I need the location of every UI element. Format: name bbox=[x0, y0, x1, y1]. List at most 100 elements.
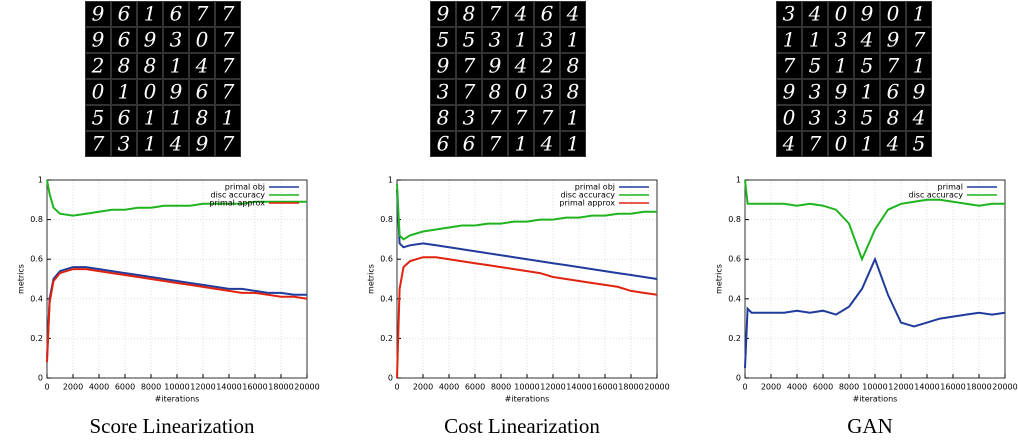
x-tick-label: 16000 bbox=[940, 383, 965, 392]
sample-digit: 9 bbox=[489, 54, 502, 78]
sample-digit: 6 bbox=[196, 80, 209, 104]
y-tick-label: 0.2 bbox=[380, 334, 393, 343]
sample-digit: 7 bbox=[913, 28, 926, 52]
sample-digit: 7 bbox=[515, 106, 528, 130]
sample-digit: 4 bbox=[514, 54, 528, 78]
sample-digit: 7 bbox=[887, 54, 900, 78]
sample-digit: 5 bbox=[861, 54, 874, 78]
sample-digit: 9 bbox=[437, 54, 450, 78]
y-axis-label: metrics bbox=[17, 264, 26, 294]
sample-digit: 1 bbox=[222, 106, 235, 130]
x-tick-label: 20000 bbox=[992, 383, 1017, 392]
legend-label: primal approx bbox=[559, 199, 615, 208]
sample-digit: 1 bbox=[861, 132, 874, 156]
x-tick-label: 2000 bbox=[413, 383, 433, 392]
sample-digit: 7 bbox=[489, 2, 502, 26]
sample-digit: 1 bbox=[144, 2, 157, 26]
sample-digit: 2 bbox=[540, 54, 554, 78]
sample-digit: 6 bbox=[118, 106, 131, 130]
sample-digit: 8 bbox=[463, 2, 476, 26]
x-tick-label: 6000 bbox=[813, 383, 833, 392]
sample-digit: 6 bbox=[463, 132, 476, 156]
sample-digit: 3 bbox=[783, 2, 796, 26]
sample-digit: 4 bbox=[912, 106, 926, 130]
sample-digit: 9 bbox=[92, 2, 105, 26]
x-axis-label: #iterations bbox=[853, 395, 898, 404]
sample-digit: 9 bbox=[887, 28, 900, 52]
x-axis-label: #iterations bbox=[505, 395, 550, 404]
sample-digit: 7 bbox=[809, 132, 822, 156]
sample-digit: 3 bbox=[541, 28, 554, 52]
sample-digit: 4 bbox=[566, 2, 580, 26]
x-tick-label: 4000 bbox=[89, 383, 109, 392]
x-tick-label: 14000 bbox=[216, 383, 241, 392]
sample-digit: 6 bbox=[437, 132, 450, 156]
sample-digit: 5 bbox=[809, 54, 822, 78]
sample-digit: 1 bbox=[567, 106, 580, 130]
sample-digit: 8 bbox=[118, 54, 131, 78]
sample-digit: 9 bbox=[913, 80, 926, 104]
x-tick-label: 12000 bbox=[540, 383, 565, 392]
sample-digit: 8 bbox=[196, 106, 209, 130]
y-tick-label: 0.6 bbox=[728, 255, 741, 264]
sample-digit: 0 bbox=[144, 80, 157, 104]
sample-digit: 2 bbox=[91, 54, 105, 78]
x-tick-label: 0 bbox=[394, 383, 399, 392]
sample-digit: 8 bbox=[887, 106, 900, 130]
sample-digit: 3 bbox=[437, 80, 450, 104]
legend-label: primal approx bbox=[209, 199, 265, 208]
sample-digit: 7 bbox=[463, 80, 476, 104]
x-tick-label: 16000 bbox=[592, 383, 617, 392]
sample-digit: 0 bbox=[515, 80, 528, 104]
sample-digit: 0 bbox=[196, 28, 209, 52]
sample-digit: 7 bbox=[222, 28, 235, 52]
y-tick-label: 0.4 bbox=[380, 294, 393, 303]
sample-digit: 1 bbox=[567, 28, 580, 52]
sample-digit: 1 bbox=[809, 28, 822, 52]
sample-digit: 0 bbox=[783, 106, 796, 130]
sample-digit: 3 bbox=[809, 106, 822, 130]
y-tick-label: 0.8 bbox=[380, 215, 393, 224]
sample-digit: 4 bbox=[860, 28, 874, 52]
y-tick-label: 1 bbox=[38, 176, 43, 185]
x-tick-label: 20000 bbox=[644, 383, 669, 392]
sample-digit: 1 bbox=[913, 54, 926, 78]
caption: GAN bbox=[847, 414, 893, 438]
x-tick-label: 18000 bbox=[966, 383, 991, 392]
sample-digit: 6 bbox=[887, 80, 900, 104]
y-axis-label: metrics bbox=[367, 264, 376, 294]
sample-digit: 1 bbox=[567, 132, 580, 156]
sample-digit: 4 bbox=[808, 2, 822, 26]
sample-digit: 1 bbox=[515, 28, 528, 52]
sample-digit: 6 bbox=[118, 28, 131, 52]
x-tick-label: 14000 bbox=[566, 383, 591, 392]
y-tick-label: 0.6 bbox=[380, 255, 393, 264]
sample-digit: 7 bbox=[489, 132, 502, 156]
y-tick-label: 0.8 bbox=[728, 215, 741, 224]
x-tick-label: 10000 bbox=[514, 383, 539, 392]
sample-digit: 3 bbox=[809, 80, 822, 104]
sample-digit: 7 bbox=[489, 106, 502, 130]
y-tick-label: 0 bbox=[38, 374, 43, 383]
sample-digit: 4 bbox=[195, 54, 209, 78]
sample-digit: 5 bbox=[92, 106, 105, 130]
sample-digit: 5 bbox=[913, 132, 926, 156]
sample-digit: 1 bbox=[861, 80, 874, 104]
sample-digit: 7 bbox=[222, 2, 235, 26]
sample-digit: 3 bbox=[463, 106, 476, 130]
series-line bbox=[397, 257, 657, 378]
y-tick-label: 0 bbox=[388, 374, 393, 383]
sample-digit: 6 bbox=[118, 2, 131, 26]
sample-digit: 7 bbox=[541, 106, 554, 130]
sample-digit: 0 bbox=[835, 2, 848, 26]
sample-digit: 6 bbox=[170, 2, 183, 26]
x-tick-label: 0 bbox=[742, 383, 747, 392]
sample-digit: 7 bbox=[222, 54, 235, 78]
caption: Cost Linearization bbox=[444, 414, 600, 438]
sample-digit: 3 bbox=[835, 106, 848, 130]
sample-digit: 9 bbox=[861, 2, 874, 26]
sample-digit: 9 bbox=[196, 132, 209, 156]
x-tick-label: 10000 bbox=[862, 383, 887, 392]
sample-digit: 8 bbox=[567, 80, 580, 104]
sample-digit: 1 bbox=[144, 132, 157, 156]
